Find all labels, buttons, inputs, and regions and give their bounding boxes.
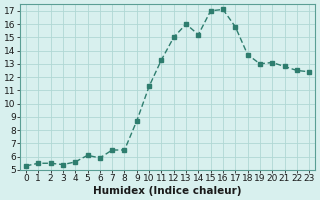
X-axis label: Humidex (Indice chaleur): Humidex (Indice chaleur) (93, 186, 242, 196)
